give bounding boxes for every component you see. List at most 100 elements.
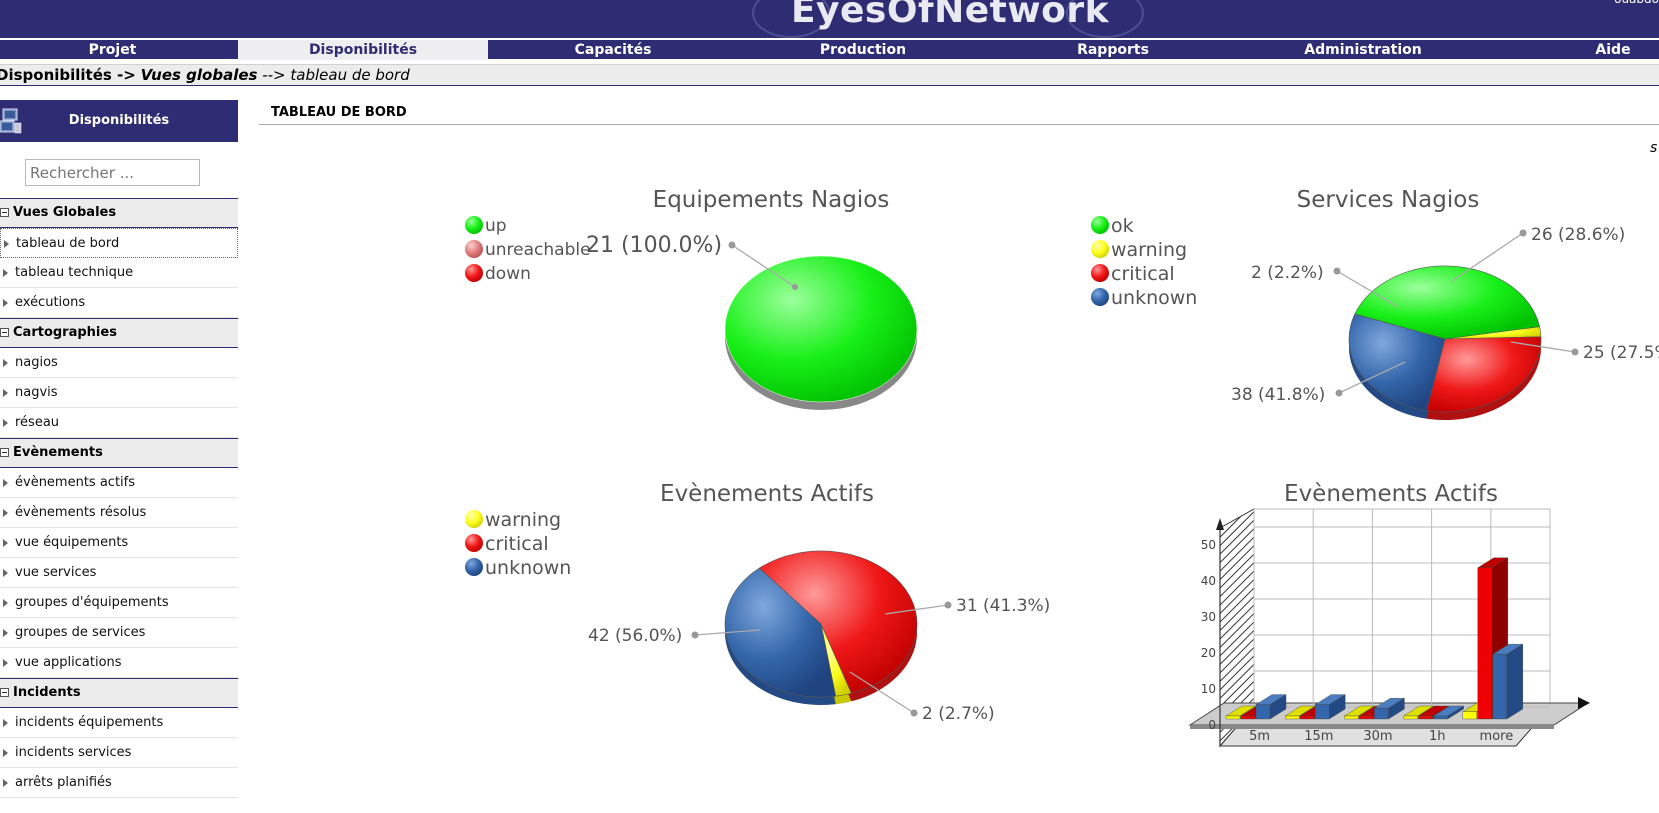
legend-label-unknown: unknown <box>485 557 571 579</box>
pie-evenements <box>724 550 918 706</box>
pie-slice-critical <box>758 550 918 694</box>
bar-unknown-1h <box>1432 705 1465 720</box>
legend-label-warning: warning <box>1111 239 1187 261</box>
pie-slice-critical <box>1426 336 1542 413</box>
collapse-icon[interactable] <box>0 328 9 337</box>
chevron-right-icon <box>3 749 8 757</box>
y-tick-label: 0 <box>1208 718 1216 732</box>
section-evenements[interactable]: Evènements <box>0 438 238 468</box>
sidebar-title: Disponibilités <box>68 113 170 128</box>
pie-label-ok: 38 (41.8%) <box>1231 385 1325 405</box>
nav-capacites[interactable]: Capacités <box>574 42 652 58</box>
sidebar-item-vue-equipements[interactable]: vue équipements <box>0 528 238 558</box>
section-vues-globales[interactable]: Vues Globales <box>0 198 238 228</box>
sidebar-item-vue-services[interactable]: vue services <box>0 558 238 588</box>
sidebar-item-evenements-actifs[interactable]: évènements actifs <box>0 468 238 498</box>
chevron-right-icon <box>3 419 8 427</box>
nav-rapports[interactable]: Rapports <box>1077 42 1149 58</box>
legend-marker-unknown <box>1091 288 1109 306</box>
sidebar-item-tableau-technique[interactable]: tableau technique <box>0 258 238 288</box>
x-tick-label: 5m <box>1249 729 1270 744</box>
chart-title-evenements-pie: Evènements Actifs <box>660 481 874 507</box>
legend-label-critical: critical <box>485 533 549 555</box>
breadcrumb-part-3: --> tableau de bord <box>262 66 410 84</box>
sidebar-item-incidents-equipements[interactable]: incidents équipements <box>0 708 238 738</box>
breadcrumb: Disponibilités -> Vues globales --> tabl… <box>0 64 1659 86</box>
section-label: Cartographies <box>13 325 117 340</box>
sidebar-item-label: tableau technique <box>15 265 134 280</box>
collapse-icon[interactable] <box>0 448 9 457</box>
sidebar-item-groupes-equipements[interactable]: groupes d'équipements <box>0 588 238 618</box>
breadcrumb-part-2[interactable]: Vues globales <box>140 66 258 84</box>
computer-network-icon <box>0 108 22 134</box>
sidebar-item-label: évènements actifs <box>15 475 136 490</box>
section-label: Incidents <box>13 685 81 700</box>
x-tick-label: 30m <box>1363 729 1392 744</box>
sidebar-item-label: nagvis <box>15 385 58 400</box>
legend-services: ok warning critical unknown <box>1091 215 1197 309</box>
sidebar-item-tableau-de-bord[interactable]: tableau de bord <box>0 228 238 258</box>
chevron-right-icon <box>3 629 8 637</box>
nav-production[interactable]: Production <box>819 42 907 58</box>
sidebar-item-label: réseau <box>15 415 60 430</box>
sidebar-item-label: vue équipements <box>15 535 129 550</box>
sidebar-item-arrets-planifies[interactable]: arrêts planifiés <box>0 768 238 798</box>
top-header: EyesOfNetwork ouabdo <box>0 0 1659 38</box>
legend-marker-unknown <box>465 558 483 576</box>
chevron-right-icon <box>3 719 8 727</box>
chevron-right-icon <box>3 359 8 367</box>
bar-unknown-5m <box>1255 694 1287 720</box>
bar-unknown-more <box>1492 643 1524 720</box>
nav-aide[interactable]: Aide <box>1595 42 1631 58</box>
app-logo[interactable]: EyesOfNetwork <box>790 0 1110 31</box>
bar-unknown-30m <box>1373 697 1406 720</box>
legend-equipements: up unreachable down <box>465 216 591 284</box>
page-title: TABLEAU DE BORD <box>271 105 407 120</box>
pie-label-up: 21 (100.0%) <box>586 233 722 258</box>
nav-projet[interactable]: Projet <box>88 42 137 58</box>
sidebar-item-nagvis[interactable]: nagvis <box>0 378 238 408</box>
legend-label-critical: critical <box>1111 263 1175 285</box>
user-name[interactable]: ouabdo <box>1614 0 1659 6</box>
search-input[interactable] <box>25 159 200 186</box>
section-label: Evènements <box>13 445 103 460</box>
sidebar-item-reseau[interactable]: réseau <box>0 408 238 438</box>
pie-leader-dots <box>691 229 1579 717</box>
y-tick-label: 40 <box>1201 574 1216 588</box>
breadcrumb-part-1[interactable]: Disponibilités -> <box>0 66 136 84</box>
legend-marker-unreachable <box>465 240 483 258</box>
collapse-icon[interactable] <box>0 688 9 697</box>
pie-equipements <box>724 255 918 410</box>
legend-label-down: down <box>485 264 531 284</box>
sidebar-item-incidents-services[interactable]: incidents services <box>0 738 238 768</box>
legend-marker-critical <box>465 534 483 552</box>
pie-slice-ok <box>1354 265 1541 340</box>
nav-disponibilites[interactable]: Disponibilités <box>238 40 488 60</box>
sidebar-item-groupes-services[interactable]: groupes de services <box>0 618 238 648</box>
title-divider <box>259 124 1659 125</box>
y-tick-label: 20 <box>1201 646 1216 660</box>
sidebar-item-vue-applications[interactable]: vue applications <box>0 648 238 678</box>
section-incidents[interactable]: Incidents <box>0 678 238 708</box>
sidebar-item-evenements-resolus[interactable]: évènements résolus <box>0 498 238 528</box>
nav-administration[interactable]: Administration <box>1304 42 1422 58</box>
pie-slice-unknown <box>724 567 837 698</box>
collapse-icon[interactable] <box>0 208 9 217</box>
sidebar-item-label: vue applications <box>15 655 122 670</box>
section-cartographies[interactable]: Cartographies <box>0 318 238 348</box>
pie-label-warning: 2 (2.2%) <box>1251 263 1324 283</box>
sidebar-item-label: vue services <box>15 565 97 580</box>
legend-marker-critical <box>1091 264 1109 282</box>
bar-series <box>1225 557 1524 720</box>
bar-unknown-15m <box>1314 694 1346 720</box>
sidebar-item-label: arrêts planifiés <box>15 775 112 790</box>
chevron-right-icon <box>3 269 8 277</box>
corner-text: s <box>1650 140 1658 156</box>
legend-marker-warning <box>1091 240 1109 258</box>
chevron-right-icon <box>3 569 8 577</box>
pie-label-warning: 2 (2.7%) <box>922 704 995 724</box>
pie-slice-unknown <box>1348 313 1446 411</box>
sidebar-item-nagios[interactable]: nagios <box>0 348 238 378</box>
sidebar-item-executions[interactable]: exécutions <box>0 288 238 318</box>
